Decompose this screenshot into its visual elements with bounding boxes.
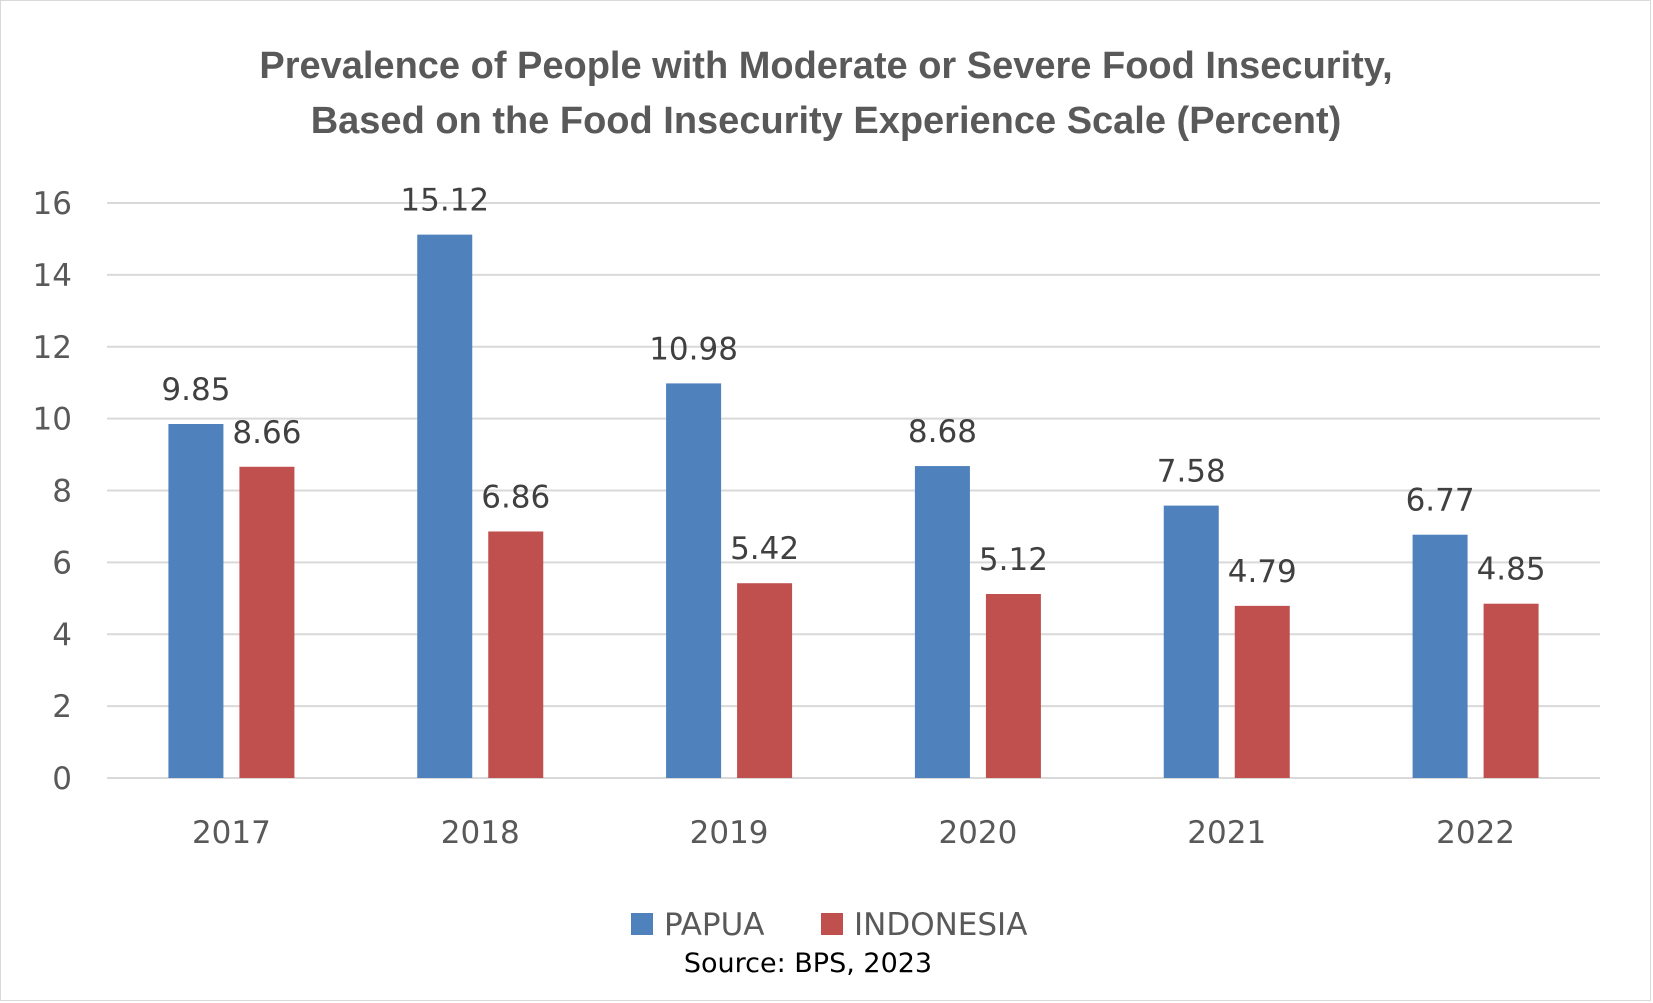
data-label-papua-2020: 8.68 bbox=[908, 414, 977, 450]
bar-papua-2017 bbox=[168, 424, 224, 778]
y-tick-label: 14 bbox=[33, 258, 72, 294]
x-axis: 2017 2018 2019 2020 2021 2022 bbox=[192, 815, 1515, 851]
bar-indonesia-2021 bbox=[1234, 605, 1290, 778]
data-label-indonesia-2019: 5.42 bbox=[730, 531, 799, 567]
data-label-indonesia-2022: 4.85 bbox=[1477, 552, 1546, 588]
legend-label-indonesia: INDONESIA bbox=[854, 907, 1027, 943]
bar-indonesia-2017 bbox=[239, 466, 295, 778]
data-label-papua-2019: 10.98 bbox=[649, 331, 738, 367]
x-tick-label: 2018 bbox=[441, 815, 520, 851]
legend-swatch-papua bbox=[631, 913, 653, 935]
legend-label-papua: PAPUA bbox=[664, 907, 765, 943]
bar-papua-2022 bbox=[1412, 534, 1468, 778]
y-tick-label: 16 bbox=[33, 186, 72, 222]
data-label-indonesia-2020: 5.12 bbox=[979, 542, 1048, 578]
x-tick-label: 2017 bbox=[192, 815, 271, 851]
y-tick-label: 0 bbox=[52, 761, 72, 797]
source-note: Source: BPS, 2023 bbox=[684, 948, 932, 979]
bar-papua-2021 bbox=[1163, 505, 1219, 778]
data-label-papua-2018: 15.12 bbox=[400, 183, 489, 219]
x-tick-label: 2021 bbox=[1187, 815, 1266, 851]
data-label-indonesia-2018: 6.86 bbox=[481, 479, 550, 515]
y-tick-label: 12 bbox=[33, 330, 72, 366]
bars: 9.858.66 15.12 6.86 10.98 5.42 8.68 5.12 7.58 4.… bbox=[161, 183, 1546, 778]
bar-papua-2019 bbox=[666, 383, 722, 778]
x-tick-label: 2022 bbox=[1436, 815, 1515, 851]
data-label-papua-2021: 7.58 bbox=[1157, 454, 1226, 490]
y-tick-label: 6 bbox=[52, 545, 72, 581]
bar-indonesia-2019 bbox=[737, 583, 793, 778]
y-tick-label: 4 bbox=[52, 617, 72, 653]
bar-indonesia-2020 bbox=[985, 594, 1041, 778]
bar-papua-2018 bbox=[417, 234, 473, 778]
gridlines bbox=[107, 202, 1600, 779]
legend-swatch-indonesia bbox=[821, 913, 843, 935]
x-tick-label: 2020 bbox=[938, 815, 1017, 851]
y-axis: 0 2 4 6 8 10 12 14 16 bbox=[33, 186, 72, 797]
y-tick-label: 8 bbox=[52, 474, 72, 510]
chart-title-line-2: Based on the Food Insecurity Experience … bbox=[311, 100, 1342, 142]
data-label-papua-2017: 9.85 bbox=[161, 372, 230, 408]
legend: PAPUA INDONESIA bbox=[631, 907, 1027, 943]
bar-papua-2020 bbox=[914, 466, 970, 778]
data-label-papua-2022: 6.77 bbox=[1406, 483, 1475, 519]
data-label-indonesia-2021: 4.79 bbox=[1228, 554, 1297, 590]
bar-indonesia-2022 bbox=[1483, 603, 1539, 778]
y-tick-label: 10 bbox=[33, 402, 72, 438]
chart-title-line-1: Prevalence of People with Moderate or Se… bbox=[259, 45, 1392, 87]
data-label-indonesia-2017: 8.66 bbox=[232, 415, 301, 451]
x-tick-label: 2019 bbox=[690, 815, 769, 851]
bar-indonesia-2018 bbox=[488, 531, 544, 778]
y-tick-label: 2 bbox=[52, 689, 72, 725]
